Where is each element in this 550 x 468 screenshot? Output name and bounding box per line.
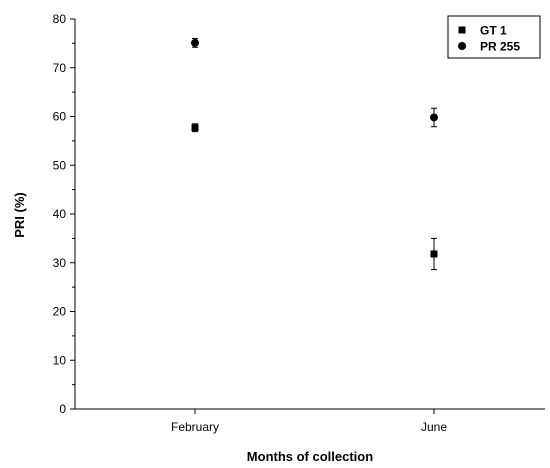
data-point-gt1 xyxy=(191,124,199,132)
data-point-pr255 xyxy=(430,113,438,122)
y-tick-label: 60 xyxy=(53,110,67,124)
x-tick-label: February xyxy=(171,420,219,434)
legend-marker-pr255 xyxy=(458,42,466,50)
x-tick-label: June xyxy=(421,420,447,434)
y-tick-label: 50 xyxy=(53,158,67,172)
data-point-pr255 xyxy=(191,38,199,47)
data-marks xyxy=(191,38,438,271)
x-axis-ticks: February June xyxy=(171,409,447,434)
y-tick-label: 10 xyxy=(53,353,67,367)
legend-label-gt1: GT 1 xyxy=(480,24,507,38)
legend-marker-gt1 xyxy=(458,26,466,34)
legend: GT 1 PR 255 xyxy=(447,15,541,59)
y-tick-label: 40 xyxy=(53,207,67,221)
y-axis-ticks: 0 10 20 30 40 50 60 70 80 xyxy=(53,12,75,416)
data-point-gt1 xyxy=(430,250,438,258)
x-axis-title: Months of collection xyxy=(247,449,373,464)
y-tick-label: 80 xyxy=(53,12,67,26)
y-tick-label: 20 xyxy=(53,305,67,319)
legend-box xyxy=(447,15,541,59)
y-axis-title: PRI (%) xyxy=(12,192,27,238)
y-tick-label: 30 xyxy=(53,256,67,270)
y-tick-label: 0 xyxy=(59,402,66,416)
y-tick-label: 70 xyxy=(53,61,67,75)
axes xyxy=(74,19,545,410)
legend-label-pr255: PR 255 xyxy=(480,40,520,54)
